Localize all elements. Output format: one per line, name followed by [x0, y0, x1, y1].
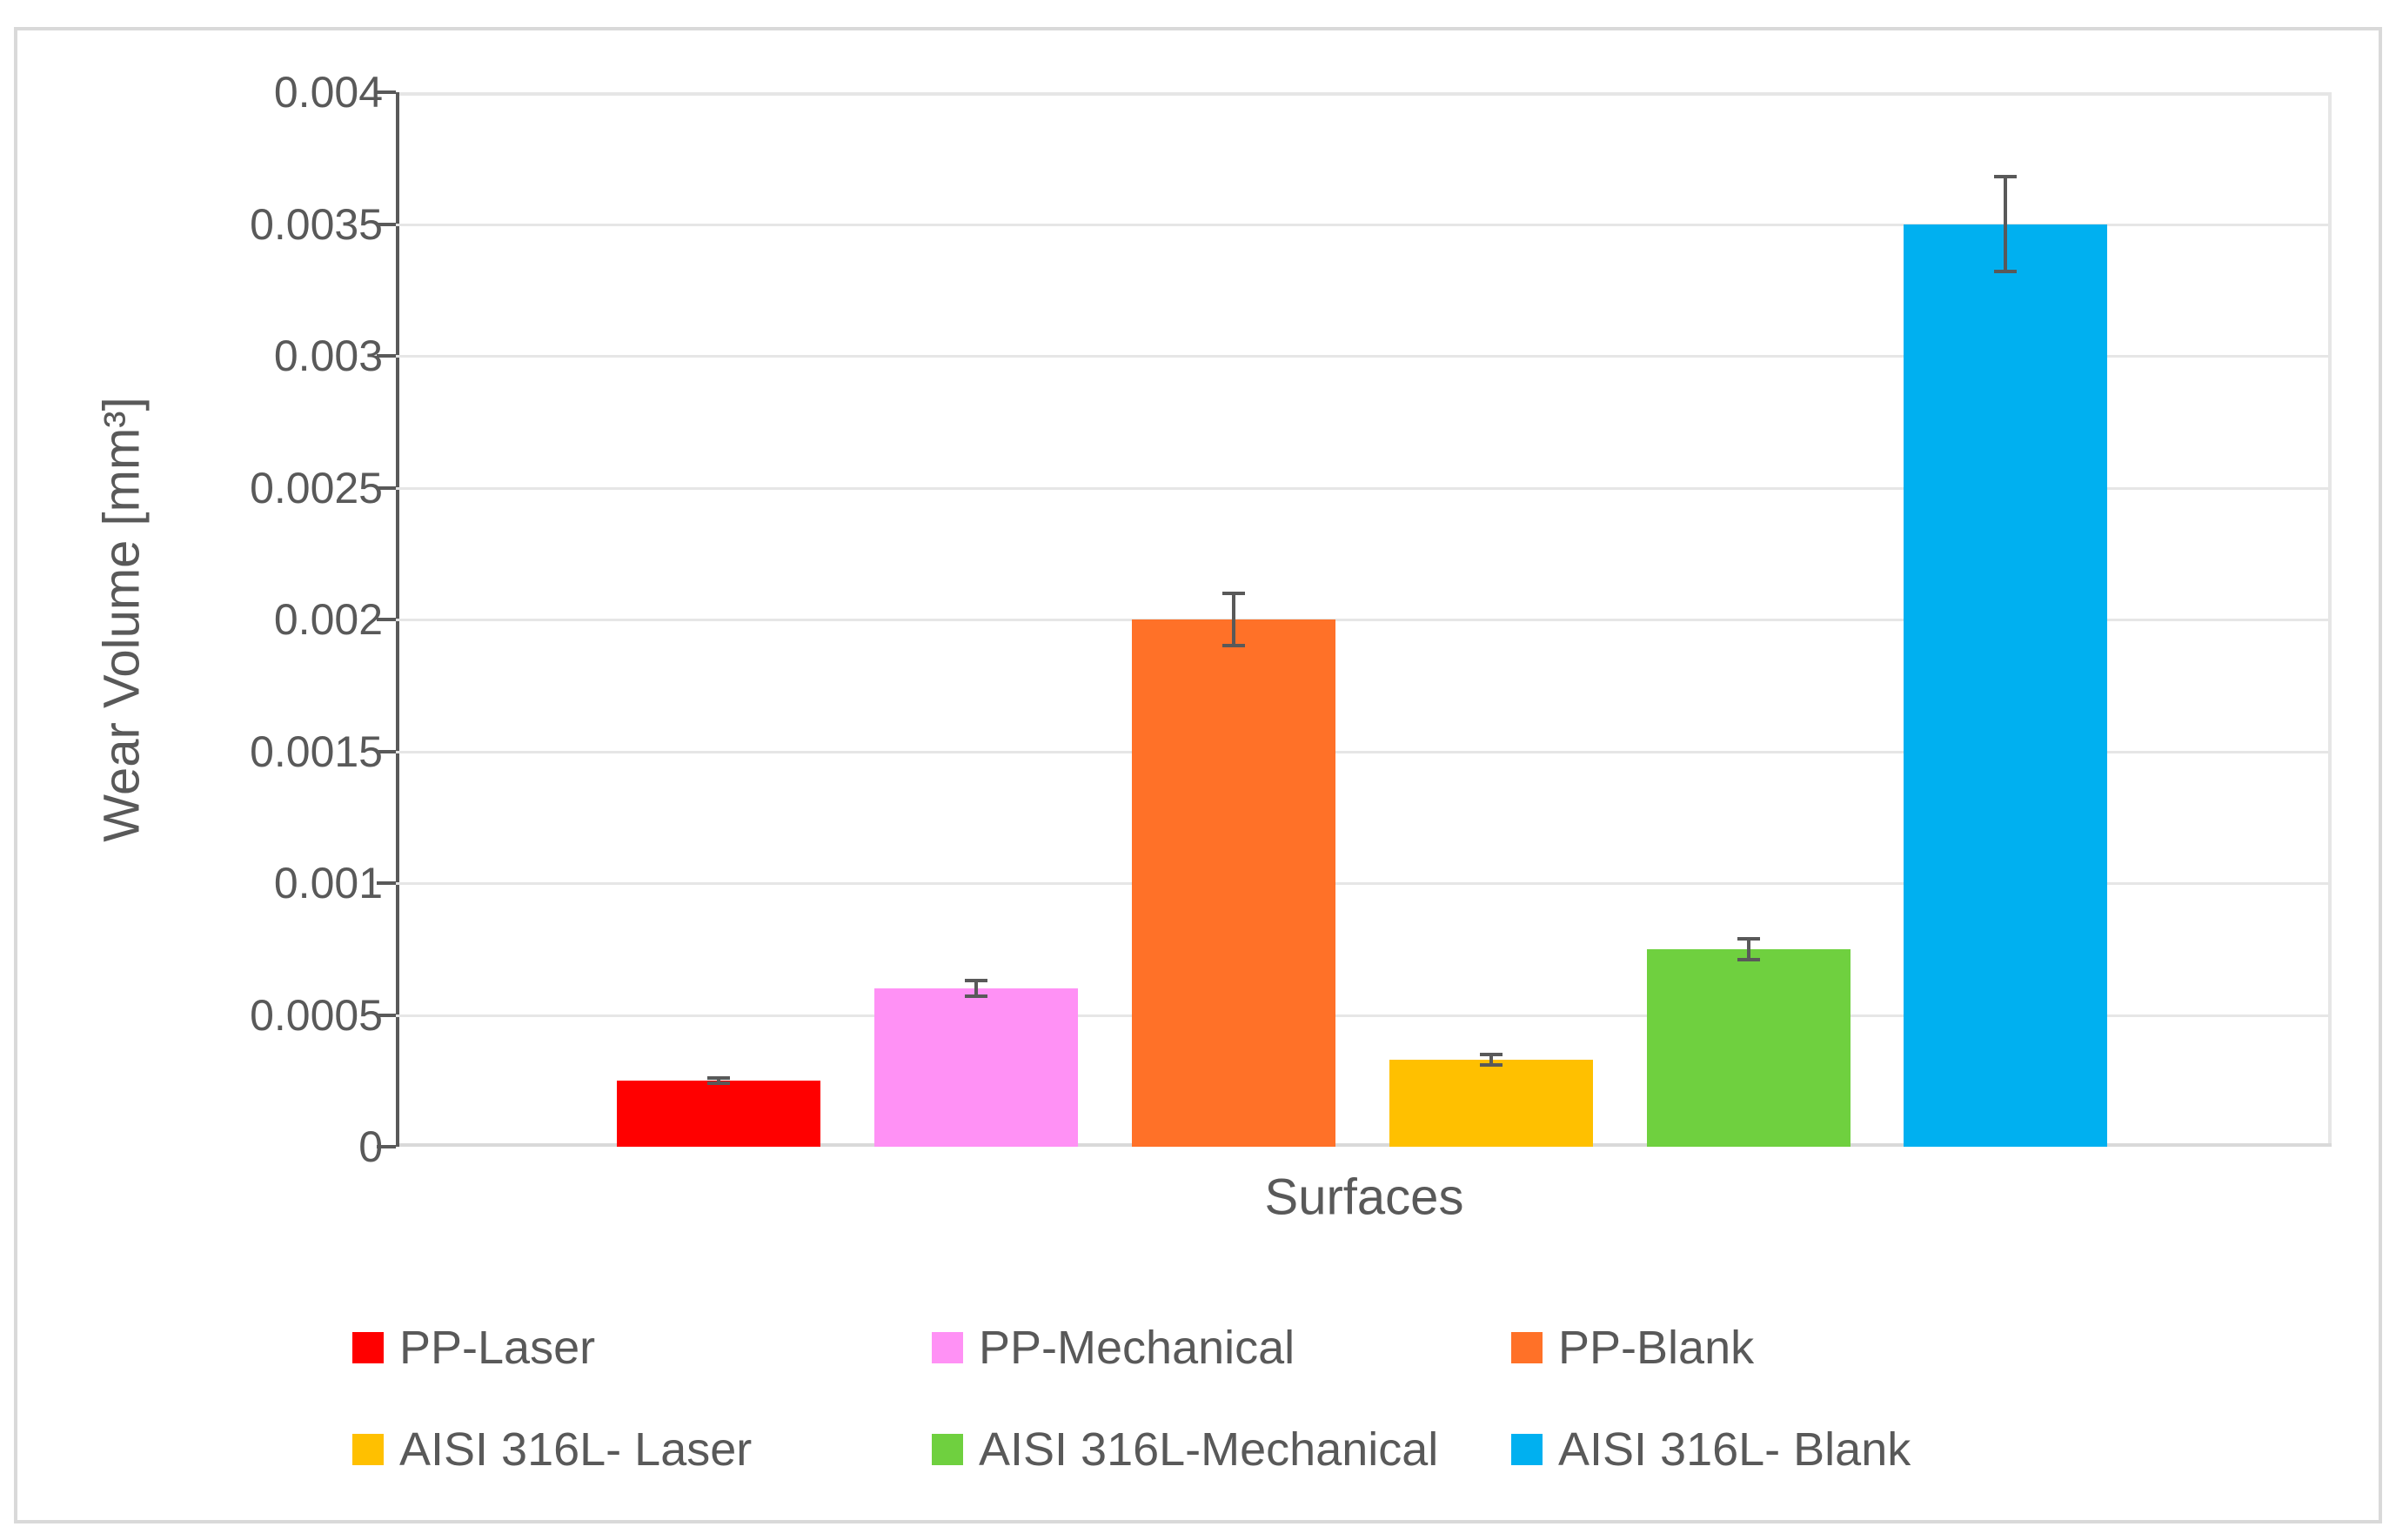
gridline [396, 882, 2332, 885]
gridline [396, 486, 2332, 490]
legend-label: PP-Mechanical [979, 1322, 1295, 1374]
plot-area [377, 90, 2332, 1148]
legend-swatch-icon [1511, 1434, 1543, 1465]
y-tick [377, 1145, 396, 1148]
bar-pp-blank [1132, 619, 1335, 1147]
legend-label: AISI 316L- Laser [399, 1423, 753, 1476]
error-bar-cap [1480, 1063, 1503, 1068]
error-bar-cap [965, 979, 987, 983]
error-bar-cap [707, 1076, 730, 1081]
y-tick [377, 749, 396, 753]
y-tick-label: 0.0025 [250, 463, 383, 512]
bar-aisi-316l-mechanical [1647, 948, 1851, 1147]
y-tick [377, 881, 396, 885]
legend-item: AISI 316L- Blank [1511, 1423, 1911, 1476]
y-tick-label: 0.0035 [250, 199, 383, 249]
legend-item: PP-Laser [352, 1321, 595, 1375]
legend-label: PP-Laser [399, 1322, 596, 1374]
legend-swatch-icon [352, 1332, 384, 1363]
gridline [396, 1014, 2332, 1017]
error-bar [717, 1078, 720, 1084]
y-tick [377, 90, 396, 94]
gridline [396, 619, 2332, 621]
y-tick-label: 0.0005 [250, 990, 383, 1040]
gridline [396, 223, 2332, 226]
legend-item: PP-Mechanical [932, 1321, 1295, 1375]
error-bar [1489, 1054, 1493, 1066]
error-bar [974, 981, 978, 997]
legend-swatch-icon [932, 1434, 963, 1465]
x-axis-title: Surfaces [1264, 1168, 1464, 1226]
error-bar-cap [1737, 957, 1760, 961]
legend-label: AISI 316L- Blank [1558, 1423, 1911, 1476]
error-bar [2004, 176, 2007, 272]
x-axis [396, 1143, 2332, 1147]
legend-label: AISI 316L-Mechanical [979, 1423, 1439, 1476]
y-tick-label: 0.003 [273, 331, 383, 380]
legend-swatch-icon [352, 1434, 384, 1465]
error-bar-cap [1222, 644, 1245, 648]
error-bar-cap [965, 994, 987, 999]
y-tick [377, 222, 396, 226]
y-tick-label: 0.002 [273, 595, 383, 644]
y-tick [377, 1013, 396, 1017]
error-bar [1232, 593, 1235, 646]
error-bar-cap [1737, 936, 1760, 941]
error-bar-cap [707, 1081, 730, 1086]
chart-frame [14, 27, 2382, 1523]
legend-label: PP-Blank [1558, 1322, 1755, 1374]
y-tick-label: 0 [358, 1122, 383, 1171]
bar-pp-mechanical [874, 988, 1078, 1147]
legend-item: PP-Blank [1511, 1321, 1754, 1375]
error-bar-cap [1994, 270, 2017, 274]
y-tick-label: 0.0015 [250, 726, 383, 776]
y-tick [377, 485, 396, 490]
y-tick [377, 354, 396, 358]
legend-item: AISI 316L-Mechanical [932, 1423, 1438, 1476]
error-bar-cap [1994, 174, 2017, 178]
legend-item: AISI 316L- Laser [352, 1423, 752, 1476]
plot-top-border [396, 92, 2332, 96]
y-tick [377, 618, 396, 621]
error-bar-cap [1480, 1052, 1503, 1056]
error-bar [1747, 938, 1750, 960]
y-axis-title: Wear Volume [mm³] [93, 397, 151, 842]
y-tick-label: 0.004 [273, 68, 383, 117]
error-bar-cap [1222, 591, 1245, 595]
legend-swatch-icon [1511, 1332, 1543, 1363]
gridline [396, 750, 2332, 753]
legend-swatch-icon [932, 1332, 963, 1363]
bar-pp-laser [617, 1081, 820, 1147]
y-tick-label: 0.001 [273, 859, 383, 907]
bar-aisi-316l-laser [1389, 1060, 1593, 1147]
gridline [396, 355, 2332, 358]
bar-aisi-316l-blank [1904, 224, 2107, 1147]
